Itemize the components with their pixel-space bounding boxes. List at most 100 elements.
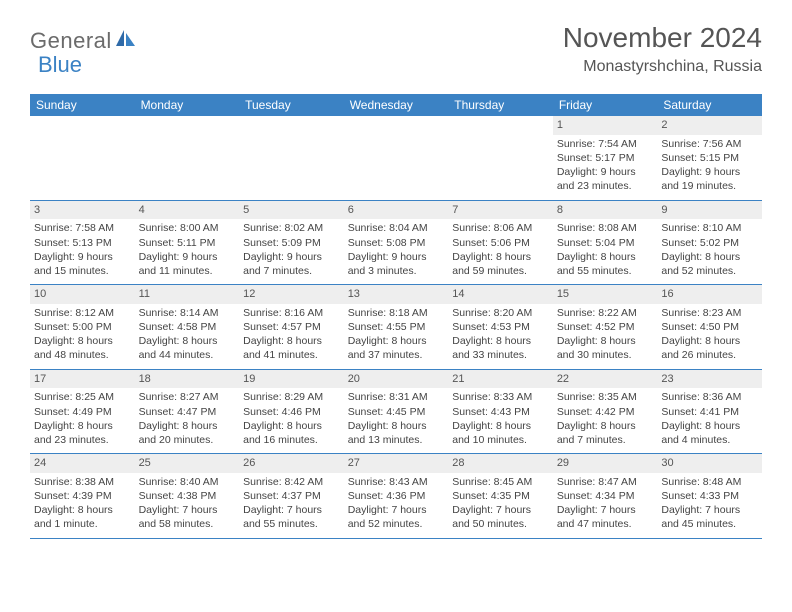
day-number: 16 (657, 285, 762, 304)
sunset-text: Sunset: 4:37 PM (243, 489, 340, 503)
daylight-text: Daylight: 8 hours (34, 334, 131, 348)
sunrise-text: Sunrise: 8:25 AM (34, 390, 131, 404)
sunrise-text: Sunrise: 8:31 AM (348, 390, 445, 404)
day-cell (30, 116, 135, 200)
daylight-text: Daylight: 8 hours (139, 419, 236, 433)
daylight-text: and 13 minutes. (348, 433, 445, 447)
week-row: 1Sunrise: 7:54 AMSunset: 5:17 PMDaylight… (30, 116, 762, 200)
day-cell: 12 Sunrise: 8:16 AMSunset: 4:57 PMDayligh… (239, 285, 344, 370)
day-number: 22 (553, 370, 658, 389)
sunset-text: Sunset: 4:52 PM (557, 320, 654, 334)
sunset-text: Sunset: 4:43 PM (452, 405, 549, 419)
day-cell: 14Sunrise: 8:20 AMSunset: 4:53 PMDayligh… (448, 285, 553, 370)
sunset-text: Sunset: 5:00 PM (34, 320, 131, 334)
day-cell: 2Sunrise: 7:56 AMSunset: 5:15 PMDaylight… (657, 116, 762, 200)
day-cell: 27Sunrise: 8:43 AMSunset: 4:36 PMDayligh… (344, 454, 449, 539)
sunset-text: Sunset: 4:35 PM (452, 489, 549, 503)
day-number: 26 (239, 454, 344, 473)
day-number: 2 (657, 116, 762, 135)
daylight-text: and 7 minutes. (557, 433, 654, 447)
sunrise-text: Sunrise: 8:42 AM (243, 475, 340, 489)
day-number: 8 (553, 201, 658, 220)
daylight-text: Daylight: 8 hours (452, 250, 549, 264)
sunrise-text: Sunrise: 7:54 AM (557, 137, 654, 151)
daylight-text: Daylight: 8 hours (557, 334, 654, 348)
sunrise-text: Sunrise: 8:14 AM (139, 306, 236, 320)
daylight-text: and 55 minutes. (557, 264, 654, 278)
day-number: 29 (553, 454, 658, 473)
sunset-text: Sunset: 4:47 PM (139, 405, 236, 419)
daylight-text: Daylight: 9 hours (243, 250, 340, 264)
daylight-text: and 52 minutes. (661, 264, 758, 278)
daylight-text: Daylight: 8 hours (348, 334, 445, 348)
day-number: 4 (135, 201, 240, 220)
daylight-text: Daylight: 7 hours (139, 503, 236, 517)
sunrise-text: Sunrise: 8:16 AM (243, 306, 340, 320)
daylight-text: and 3 minutes. (348, 264, 445, 278)
day-number: 17 (30, 370, 135, 389)
week-row: 17Sunrise: 8:25 AMSunset: 4:49 PMDayligh… (30, 369, 762, 454)
day-cell: 23Sunrise: 8:36 AMSunset: 4:41 PMDayligh… (657, 369, 762, 454)
month-title: November 2024 (563, 22, 762, 54)
sunset-text: Sunset: 4:45 PM (348, 405, 445, 419)
day-number: 1 (553, 116, 658, 135)
day-cell: 18Sunrise: 8:27 AMSunset: 4:47 PMDayligh… (135, 369, 240, 454)
day-cell: 7Sunrise: 8:06 AMSunset: 5:06 PMDaylight… (448, 200, 553, 285)
sunset-text: Sunset: 4:53 PM (452, 320, 549, 334)
location: Monastyrshchina, Russia (563, 58, 762, 76)
day-number: 30 (657, 454, 762, 473)
day-cell: 6Sunrise: 8:04 AMSunset: 5:08 PMDaylight… (344, 200, 449, 285)
daylight-text: Daylight: 8 hours (243, 334, 340, 348)
daylight-text: Daylight: 8 hours (34, 503, 131, 517)
day-cell: 13Sunrise: 8:18 AMSunset: 4:55 PMDayligh… (344, 285, 449, 370)
day-number: 12 (239, 285, 344, 304)
sail-icon (115, 29, 137, 52)
day-cell: 5Sunrise: 8:02 AMSunset: 5:09 PMDaylight… (239, 200, 344, 285)
sunrise-text: Sunrise: 8:43 AM (348, 475, 445, 489)
sunrise-text: Sunrise: 8:02 AM (243, 221, 340, 235)
daylight-text: Daylight: 9 hours (557, 165, 654, 179)
day-cell (448, 116, 553, 200)
logo: General (30, 22, 139, 54)
sunrise-text: Sunrise: 8:10 AM (661, 221, 758, 235)
daylight-text: and 52 minutes. (348, 517, 445, 531)
daylight-text: Daylight: 8 hours (557, 250, 654, 264)
week-row: 24Sunrise: 8:38 AMSunset: 4:39 PMDayligh… (30, 454, 762, 539)
day-cell: 11Sunrise: 8:14 AMSunset: 4:58 PMDayligh… (135, 285, 240, 370)
daylight-text: and 10 minutes. (452, 433, 549, 447)
daylight-text: and 4 minutes. (661, 433, 758, 447)
daylight-text: Daylight: 8 hours (348, 419, 445, 433)
daylight-text: and 48 minutes. (34, 348, 131, 362)
day-cell (344, 116, 449, 200)
sunrise-text: Sunrise: 8:20 AM (452, 306, 549, 320)
daylight-text: and 1 minute. (34, 517, 131, 531)
daylight-text: Daylight: 8 hours (661, 334, 758, 348)
daylight-text: Daylight: 8 hours (34, 419, 131, 433)
sunrise-text: Sunrise: 8:36 AM (661, 390, 758, 404)
day-cell: 22Sunrise: 8:35 AMSunset: 4:42 PMDayligh… (553, 369, 658, 454)
weekday-header: Tuesday (239, 94, 344, 116)
sunset-text: Sunset: 5:08 PM (348, 236, 445, 250)
sunset-text: Sunset: 4:41 PM (661, 405, 758, 419)
sunset-text: Sunset: 4:57 PM (243, 320, 340, 334)
daylight-text: and 45 minutes. (661, 517, 758, 531)
sunset-text: Sunset: 4:42 PM (557, 405, 654, 419)
day-number: 14 (448, 285, 553, 304)
sunrise-text: Sunrise: 8:48 AM (661, 475, 758, 489)
daylight-text: and 55 minutes. (243, 517, 340, 531)
sunset-text: Sunset: 4:50 PM (661, 320, 758, 334)
daylight-text: and 47 minutes. (557, 517, 654, 531)
sunrise-text: Sunrise: 8:22 AM (557, 306, 654, 320)
sunrise-text: Sunrise: 8:38 AM (34, 475, 131, 489)
day-cell: 1Sunrise: 7:54 AMSunset: 5:17 PMDaylight… (553, 116, 658, 200)
sunrise-text: Sunrise: 7:58 AM (34, 221, 131, 235)
sunrise-text: Sunrise: 7:56 AM (661, 137, 758, 151)
day-cell: 26 Sunrise: 8:42 AMSunset: 4:37 PMDayligh… (239, 454, 344, 539)
sunset-text: Sunset: 4:34 PM (557, 489, 654, 503)
sunrise-text: Sunrise: 8:18 AM (348, 306, 445, 320)
day-cell: 29Sunrise: 8:47 AMSunset: 4:34 PMDayligh… (553, 454, 658, 539)
sunrise-text: Sunrise: 8:04 AM (348, 221, 445, 235)
day-number: 15 (553, 285, 658, 304)
daylight-text: Daylight: 7 hours (243, 503, 340, 517)
weekday-header: Friday (553, 94, 658, 116)
